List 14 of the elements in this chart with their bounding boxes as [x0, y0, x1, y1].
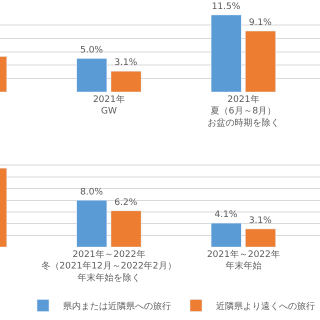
legend-label: 近隣県より遠くへの旅行: [216, 301, 315, 312]
data-label: 4.1%: [214, 210, 238, 220]
x-tick-label: 2021年～2022年冬（2021年12月～2022年2月）年末年始を除く: [41, 249, 176, 284]
data-label: 11.5%: [212, 2, 241, 12]
x-tick-label: 2021年夏（6月～8月）お盆の時期を除く: [207, 94, 280, 128]
legend-label: 県内または近隣県への旅行: [63, 301, 171, 312]
data-label: 3.1%: [248, 216, 272, 226]
data-label: 3.1%: [114, 58, 138, 68]
x-tick-label: 2021年～2022年年末年始: [206, 249, 280, 272]
x-tick-label: 2021年GW: [92, 94, 125, 117]
data-label: 5.0%: [80, 45, 104, 56]
data-label: 6.2%: [114, 198, 138, 208]
data-label: 8.0%: [80, 187, 104, 198]
data-label: 9.1%: [248, 18, 272, 28]
